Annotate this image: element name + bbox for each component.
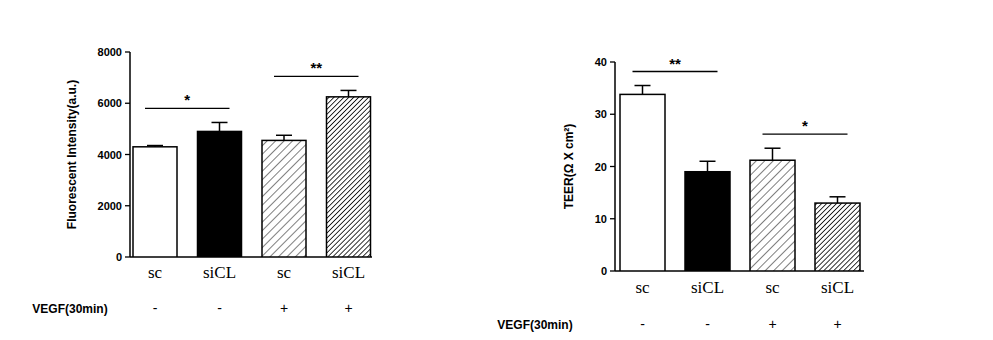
y-tick-label: 40	[595, 56, 607, 68]
category-label: sc	[277, 263, 292, 282]
y-tick-label: 0	[601, 265, 607, 277]
error-bar	[341, 90, 357, 96]
y-tick-label: 8000	[98, 46, 122, 58]
condition-value: +	[768, 316, 776, 332]
condition-value: -	[640, 316, 645, 332]
error-cap	[147, 145, 163, 147]
bar	[198, 131, 242, 257]
bar	[815, 203, 860, 271]
error-bar	[147, 146, 163, 147]
category-label: sc	[635, 278, 650, 297]
error-cap	[212, 122, 228, 124]
error-bar	[212, 122, 228, 131]
condition-label: VEGF(30min)	[32, 302, 107, 316]
category-label: sc	[148, 263, 163, 282]
significance-label: **	[310, 59, 322, 76]
error-cap	[635, 85, 651, 87]
chart: 0 10 20 30 40 TEER(Ω X cm²) sc - siCL - sc + siCL + VE…	[497, 55, 864, 332]
y-tick-label: 0	[116, 251, 122, 263]
category-label: siCL	[691, 278, 724, 297]
error-cap	[276, 135, 292, 137]
figure: 0 2000 4000 6000 8000 Fluorescent Intensity(a…	[0, 0, 993, 340]
category-label: siCL	[203, 263, 236, 282]
bar	[133, 147, 177, 257]
error-bar	[700, 161, 716, 171]
y-tick-label: 20	[595, 161, 607, 173]
significance-label: **	[669, 55, 681, 72]
bar	[750, 160, 795, 271]
bars	[133, 90, 371, 257]
chart: 0 2000 4000 6000 8000 Fluorescent Intensity(a…	[32, 46, 372, 316]
condition-value: -	[153, 300, 158, 316]
error-stem	[348, 90, 350, 96]
significance-label: *	[802, 117, 808, 134]
y-axis-label: Fluorescent Intensity(a.u.)	[65, 80, 79, 229]
error-stem	[219, 122, 221, 131]
error-stem	[707, 161, 709, 171]
condition-value: +	[280, 300, 288, 316]
condition-value: -	[217, 300, 222, 316]
condition-value: +	[833, 316, 841, 332]
bar	[620, 94, 665, 271]
error-cap	[341, 90, 357, 92]
category-label: sc	[765, 278, 780, 297]
error-stem	[283, 135, 285, 140]
error-stem	[837, 197, 839, 203]
condition-label: VEGF(30min)	[497, 318, 572, 332]
bar	[685, 172, 730, 271]
error-bar	[635, 86, 651, 95]
condition-value: +	[344, 300, 352, 316]
bar	[262, 140, 306, 257]
y-tick-label: 2000	[98, 200, 122, 212]
y-axis-label: TEER(Ω X cm²)	[562, 124, 576, 210]
error-stem	[642, 86, 644, 95]
error-bar	[276, 135, 292, 140]
error-cap	[765, 147, 781, 149]
y-axis	[129, 52, 131, 257]
error-bar	[830, 197, 846, 203]
error-cap	[700, 161, 716, 163]
y-tick-label: 10	[595, 213, 607, 225]
y-tick-label: 6000	[98, 97, 122, 109]
y-tick-label: 4000	[98, 149, 122, 161]
error-stem	[772, 148, 774, 160]
y-axis	[614, 62, 616, 271]
error-cap	[830, 196, 846, 198]
y-tick-label: 30	[595, 108, 607, 120]
bars	[620, 86, 860, 271]
bar	[327, 97, 371, 257]
category-label: siCL	[332, 263, 365, 282]
error-bar	[765, 148, 781, 160]
significance-label: *	[184, 91, 190, 108]
category-label: siCL	[821, 278, 854, 297]
condition-value: -	[705, 316, 710, 332]
